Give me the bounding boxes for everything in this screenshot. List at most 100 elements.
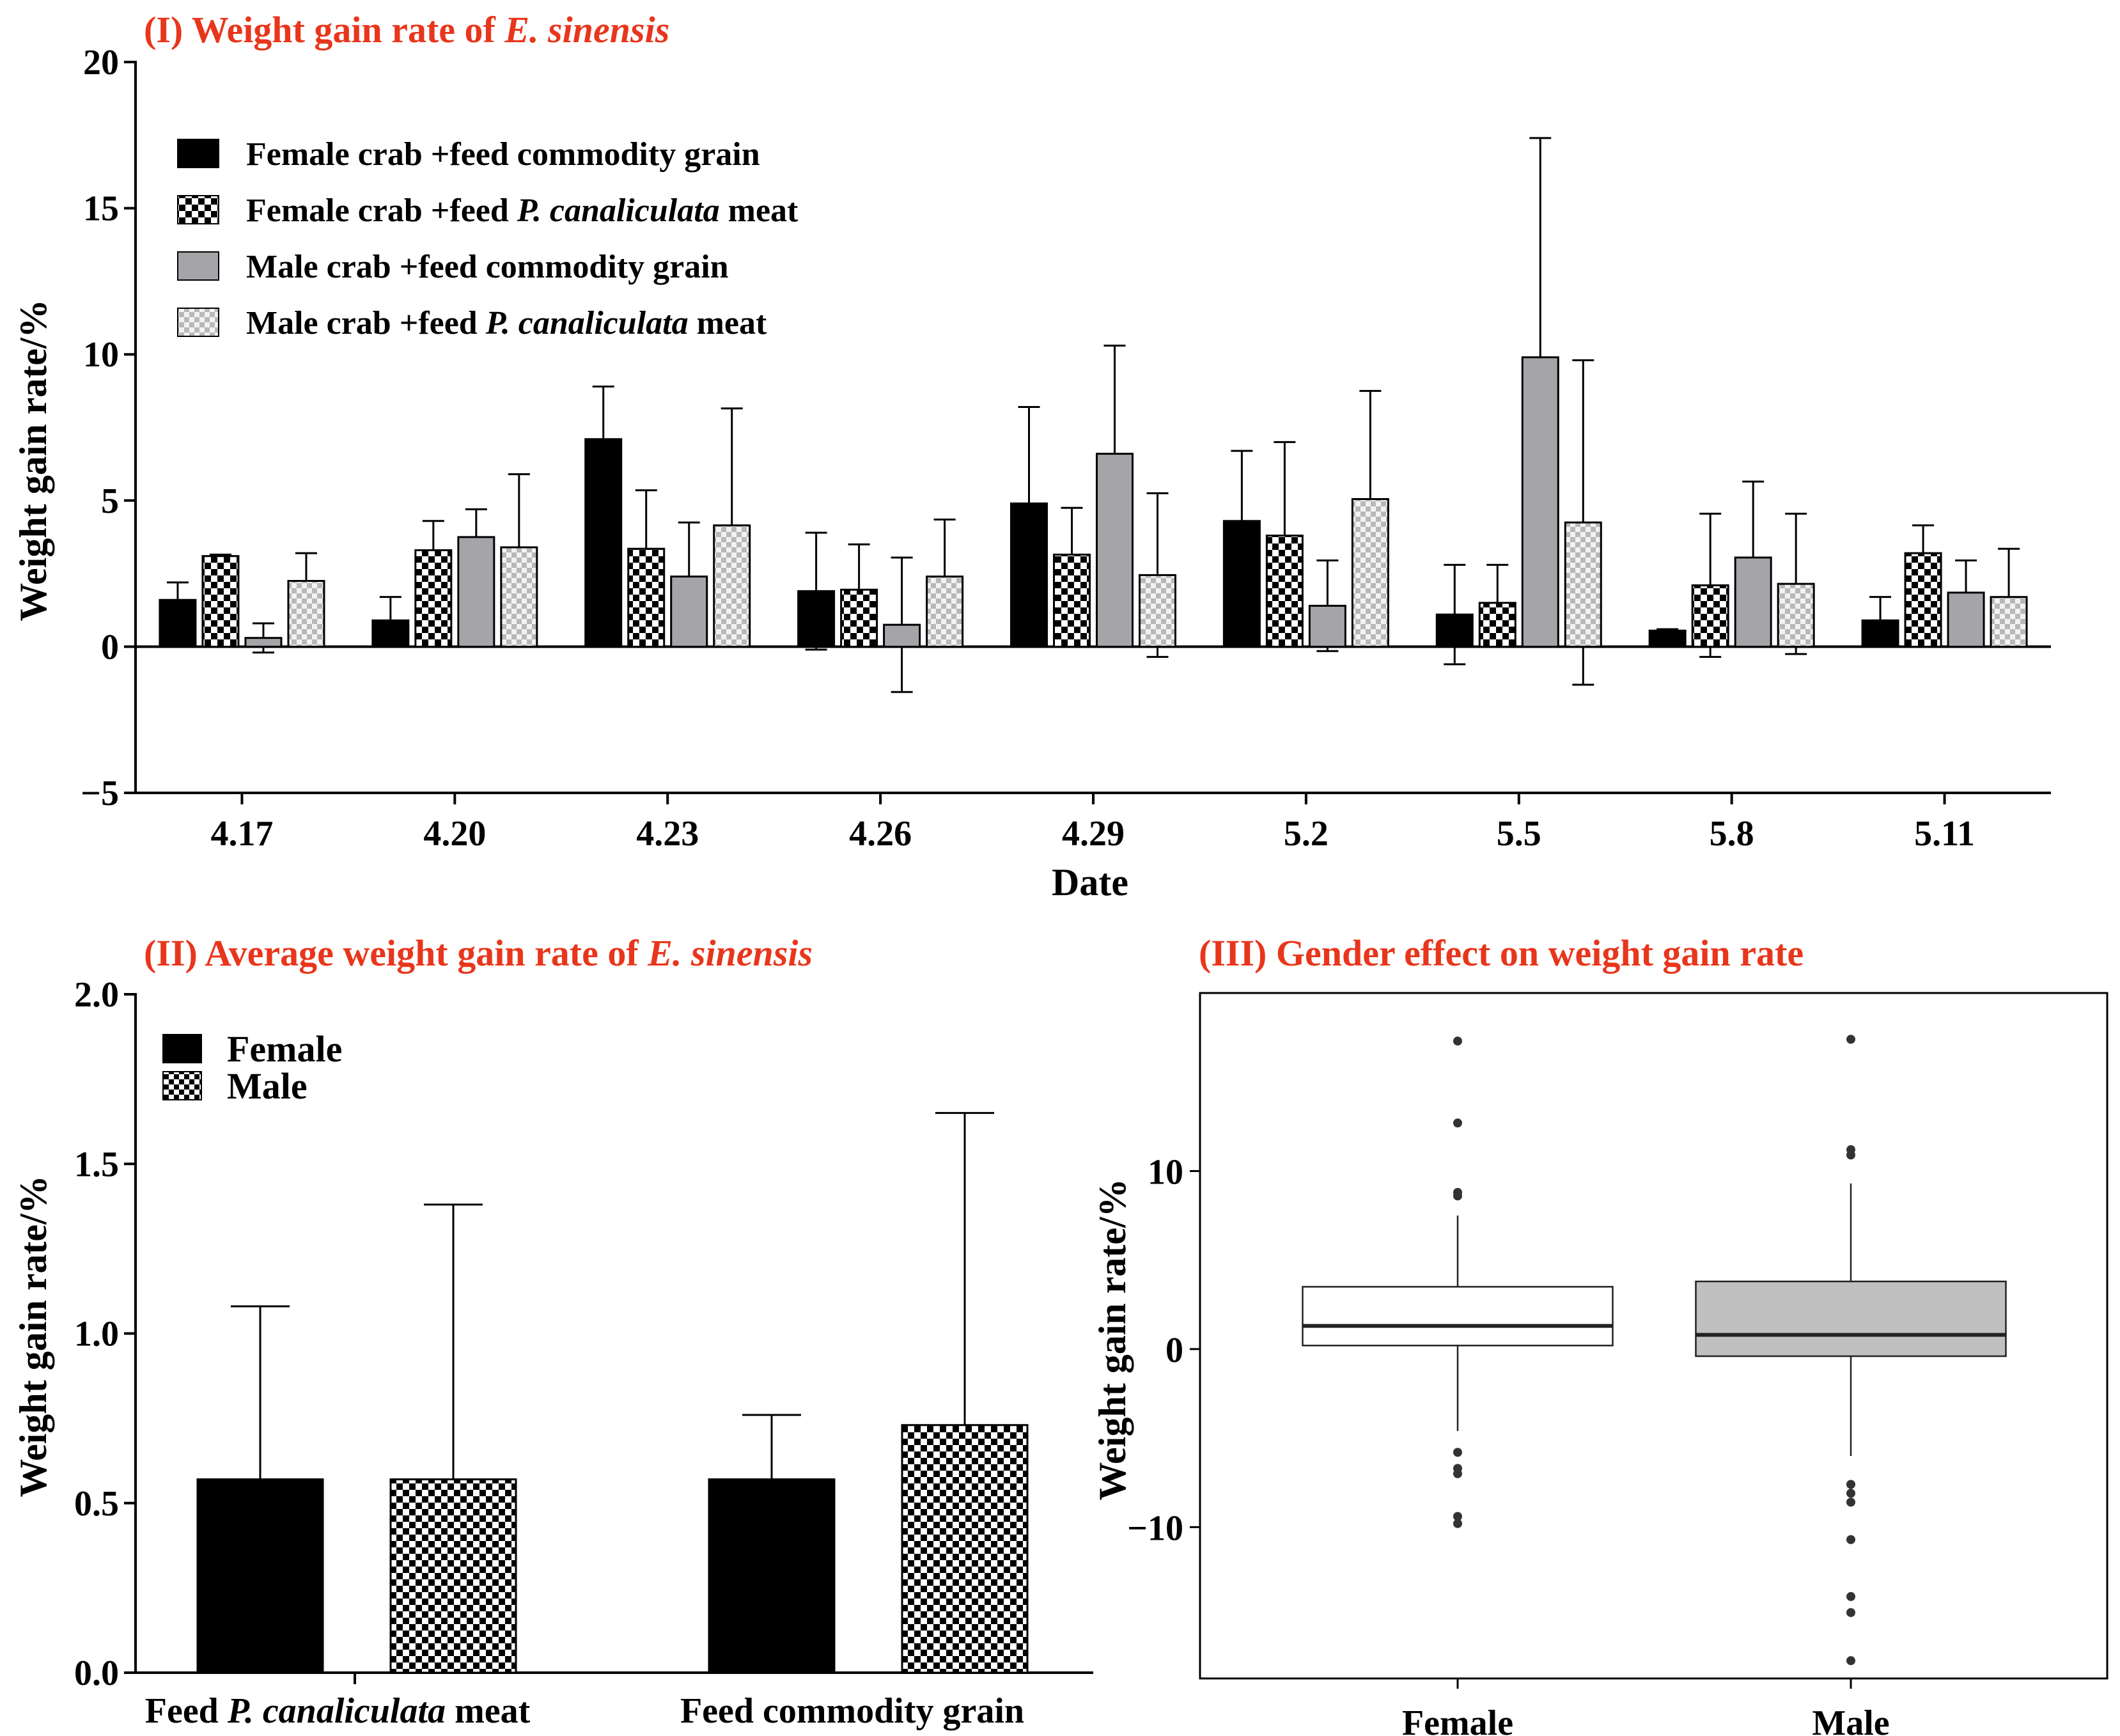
panel1-bar <box>1053 553 1091 648</box>
panel1-legend-label: Female crab +feed P. canaliculata meat <box>246 192 799 229</box>
panel1-bar <box>584 438 623 648</box>
panel2-bar <box>901 1424 1029 1674</box>
panel1-y-tick-label: 20 <box>83 43 119 82</box>
panel1-bar <box>414 549 453 648</box>
panel1-y-tick-label: 10 <box>83 335 119 375</box>
panel1-bar <box>926 575 964 648</box>
panel2-y-tick-label: 0.0 <box>74 1654 119 1693</box>
panel1-bar <box>1564 521 1602 648</box>
panel1-bar <box>1478 602 1516 648</box>
panel3-outlier <box>1846 1535 1855 1544</box>
panel2-legend-swatch <box>162 1034 202 1063</box>
panel3-outlier <box>1453 1469 1462 1478</box>
panel1-bar <box>627 547 666 648</box>
panel1-bar <box>287 580 325 648</box>
panel2-legend-swatch <box>162 1071 202 1100</box>
panel1-bar <box>1947 591 1985 648</box>
panel3-outlier <box>1846 1591 1855 1601</box>
panel-gender-effect: (III) Gender effect on weight gain rate … <box>1091 932 2108 1736</box>
panel1-bar <box>1435 613 1474 648</box>
panel2-legend-label: Female <box>227 1028 342 1070</box>
panel2-bar <box>389 1478 517 1674</box>
panel1-bar <box>1351 498 1389 648</box>
panel1-bar <box>500 546 538 648</box>
panel1-bar <box>797 590 836 648</box>
panel2-y-tick-label: 1.5 <box>74 1145 119 1184</box>
panel2-bar <box>196 1478 324 1674</box>
panel1-x-axis-label: Date <box>1052 861 1128 903</box>
panel1-bar <box>1521 356 1559 648</box>
panel1-bar <box>371 619 410 648</box>
panel1-bar <box>201 555 240 648</box>
panel2-y-tick-label: 0.5 <box>74 1484 119 1524</box>
panel1-x-tick-label: 4.29 <box>1062 814 1125 854</box>
panel-weight-gain-by-date: (I) Weight gain rate of E. sinensis −5 0 5… <box>12 9 2051 903</box>
panel1-legend-label: Female crab +feed commodity grain <box>246 136 760 173</box>
panel1-x-tick-label: 4.20 <box>423 814 486 854</box>
panel1-legend-label: Male crab +feed P. canaliculata meat <box>246 305 767 341</box>
panel1-y-tick-label: 5 <box>101 481 119 521</box>
panel3-title: (III) Gender effect on weight gain rate <box>1199 932 1804 974</box>
panel3-y-axis-label: Weight gain rate/% <box>1091 1178 1134 1500</box>
panel1-legend-swatch <box>177 195 219 224</box>
panel3-outlier <box>1453 1036 1462 1046</box>
panel1-bar <box>1096 453 1134 648</box>
panel3-box <box>1302 1286 1614 1347</box>
panel1-legend: Female crab +feed commodity grain Female … <box>177 136 799 341</box>
panel2-y-tick-label: 2.0 <box>74 975 119 1015</box>
panel1-title: (I) Weight gain rate of E. sinensis <box>144 9 669 51</box>
panel1-y-tick-label: 15 <box>83 189 119 229</box>
panel3-outlier <box>1846 1607 1855 1617</box>
panel-average-weight-gain: (II) Average weight gain rate of E. sine… <box>12 932 1093 1731</box>
panel1-bar <box>1990 596 2028 648</box>
panel1-bar <box>1010 502 1048 648</box>
panel3-outlier <box>1453 1191 1462 1201</box>
panel1-bar <box>1222 520 1261 648</box>
panel3-outlier <box>1846 1150 1855 1160</box>
panel1-bar <box>1265 535 1304 648</box>
panel2-x-tick-label: Feed commodity grain <box>680 1691 1024 1731</box>
panel1-bar <box>159 598 197 648</box>
panel1-bar <box>1904 552 1942 648</box>
panel1-bar <box>457 536 495 648</box>
panel1-x-tick-label: 4.17 <box>210 814 273 854</box>
panel1-bar <box>244 637 283 648</box>
panel3-y-tick-label: 0 <box>1165 1331 1183 1370</box>
panel3-outlier <box>1846 1656 1855 1666</box>
panel1-x-tick-label: 4.26 <box>849 814 912 854</box>
panel1-legend-swatch <box>177 308 219 337</box>
panel1-legend-swatch <box>177 251 219 281</box>
panel1-x-tick-label: 4.23 <box>636 814 699 854</box>
panel1-legend-label: Male crab +feed commodity grain <box>246 249 729 285</box>
panel1-y-tick-label: 0 <box>101 627 119 667</box>
panel1-bar <box>713 524 751 648</box>
panel3-outlier <box>1453 1519 1462 1528</box>
panel3-outlier <box>1846 1480 1855 1489</box>
panel3-outlier <box>1846 1497 1855 1507</box>
panel2-bar <box>708 1478 836 1674</box>
panel2-y-tick-label: 1.0 <box>74 1315 119 1354</box>
panel1-bar <box>670 575 708 648</box>
panel1-bar <box>840 588 878 648</box>
panel1-bar <box>883 623 921 648</box>
panel3-outlier <box>1453 1448 1462 1457</box>
panel3-outlier <box>1846 1489 1855 1498</box>
panel2-y-axis-label: Weight gain rate/% <box>12 1175 54 1497</box>
panel1-legend-swatch <box>177 139 219 168</box>
panel1-y-tick-label: −5 <box>81 774 119 813</box>
panel3-frame <box>1199 992 2108 1680</box>
panel2-legend-label: Male <box>227 1065 308 1107</box>
panel1-x-tick-label: 5.5 <box>1497 814 1541 854</box>
panel1-bar <box>1648 629 1687 648</box>
panel1-bar <box>1777 583 1815 648</box>
panel1-bar <box>1139 574 1176 648</box>
panel3-x-tick-label: Male <box>1812 1703 1889 1736</box>
panel1-x-tick-label: 5.8 <box>1710 814 1754 854</box>
panel2-title: (II) Average weight gain rate of E. sine… <box>144 932 813 974</box>
panel1-x-tick-label: 5.11 <box>1914 814 1975 854</box>
panel1-y-axis-label: Weight gain rate/% <box>12 299 54 621</box>
panel1-bar <box>1734 556 1772 648</box>
panel3-outlier <box>1453 1118 1462 1128</box>
